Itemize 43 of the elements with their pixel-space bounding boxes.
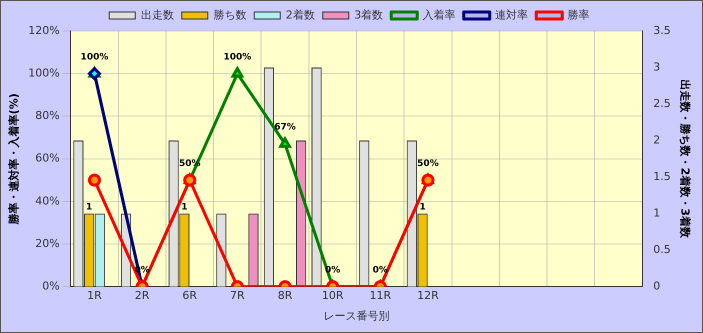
x-tick-label: 7R: [230, 289, 246, 302]
point: [232, 67, 244, 78]
data-label: 1: [181, 202, 188, 212]
y2-tick-label: 3.5: [653, 24, 671, 37]
x-tick-label: 12R: [417, 289, 440, 302]
x-tick-label: 8R: [278, 289, 293, 302]
data-label: 1: [86, 202, 92, 212]
legend-label: 2着数: [286, 8, 315, 22]
x-tick-label: 6R: [182, 289, 198, 302]
data-label: 100%: [80, 52, 108, 62]
point: [279, 137, 291, 148]
legend-label: 連対率: [495, 8, 528, 22]
legend-label: 3着数: [354, 8, 384, 22]
y-tick-label: 100%: [28, 66, 60, 80]
y-tick-label: 40%: [35, 194, 60, 208]
x-tick-label: 10R: [322, 289, 344, 302]
point: [88, 67, 101, 80]
legend-label: 勝ち数: [213, 8, 246, 22]
x-tick-label: 2R: [134, 289, 150, 302]
y2-tick-label: 3: [653, 60, 660, 74]
y-axis-title: 勝率・連対率・入着率(%): [7, 93, 20, 226]
y-tick-label: 60%: [35, 152, 60, 165]
legend-label: 入着率: [422, 8, 456, 22]
y2-tick-label: 0.5: [653, 242, 671, 256]
data-label: 1: [419, 202, 426, 212]
x-tick-label: 11R: [369, 289, 392, 302]
y2-tick-label: 2: [653, 133, 660, 146]
legend-label: 勝率: [568, 8, 590, 22]
y2-tick-label: 1.5: [653, 170, 671, 183]
y2-axis-title: 出走数・勝ち数・2着数・3着数: [678, 80, 692, 239]
x-axis-title: レース番号別: [323, 309, 390, 322]
y2-tick-label: 2.5: [653, 96, 671, 110]
x-tick-label: 1R: [87, 289, 102, 302]
y2-tick-label: 1: [653, 206, 660, 220]
y-tick-label: 120%: [28, 24, 60, 37]
legend-label: 出走数: [140, 8, 174, 22]
y2-tick-label: 0: [653, 279, 660, 292]
y-tick-label: 80%: [35, 109, 60, 122]
data-label: 50%: [417, 158, 439, 169]
data-label: 100%: [223, 52, 252, 62]
y-tick-label: 0%: [42, 279, 60, 292]
data-label: 67%: [274, 122, 296, 133]
y-tick-label: 20%: [35, 236, 60, 250]
